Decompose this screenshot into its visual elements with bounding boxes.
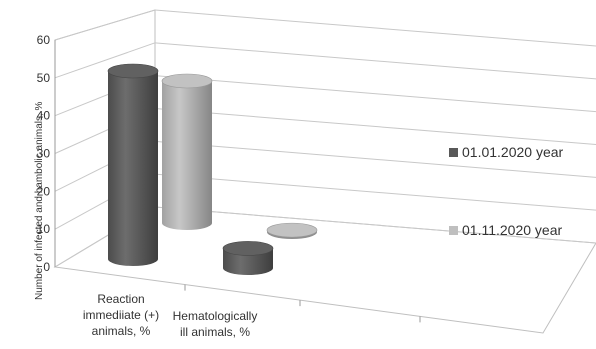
- gridline-side: [54, 9, 156, 41]
- bar-01-11-2020-year-1: [266, 222, 318, 239]
- bar-01-01-2020-year-1-top: [222, 241, 274, 256]
- y-tick-label: 0: [43, 260, 50, 274]
- gridline-back: [154, 42, 596, 80]
- gridline-side: [54, 42, 156, 79]
- y-tick-label: 40: [37, 109, 51, 123]
- gridline-back: [154, 140, 596, 178]
- gridline-back: [154, 9, 596, 47]
- bar-01-01-2020-year-0-top: [107, 63, 159, 79]
- bar-01-01-2020-year-1-body: [223, 248, 273, 275]
- legend-label: 01.11.2020 year: [462, 222, 562, 238]
- gridline-back: [154, 108, 596, 145]
- bar-01-11-2020-year-0-body: [162, 81, 212, 230]
- y-tick-label: 60: [37, 33, 51, 47]
- legend-swatch: [449, 148, 458, 157]
- gridline-back: [154, 75, 596, 113]
- legend-swatch: [449, 226, 458, 235]
- y-tick-label: 30: [37, 147, 51, 161]
- category-label: Reaction immediiate (+) animals, %: [83, 292, 159, 338]
- bar-01-11-2020-year-1-top: [266, 222, 318, 238]
- y-tick-label: 20: [37, 184, 51, 198]
- bar-01-11-2020-year-0: [161, 73, 213, 230]
- bar-01-01-2020-year-1: [222, 241, 274, 275]
- gridline-back: [154, 206, 596, 244]
- category-label: Hematologically ill animals, %: [173, 309, 258, 339]
- y-tick-label: 10: [37, 222, 51, 236]
- bar-01-01-2020-year-0: [107, 63, 159, 266]
- legend-label: 01.01.2020 year: [462, 144, 564, 160]
- y-axis-label: Number of infected and hambolic animals,…: [34, 101, 45, 300]
- y-tick-label: 50: [37, 71, 51, 85]
- bar-01-01-2020-year-0-body: [108, 71, 158, 266]
- gridline-back: [154, 173, 596, 211]
- bar-01-11-2020-year-0-top: [161, 73, 213, 89]
